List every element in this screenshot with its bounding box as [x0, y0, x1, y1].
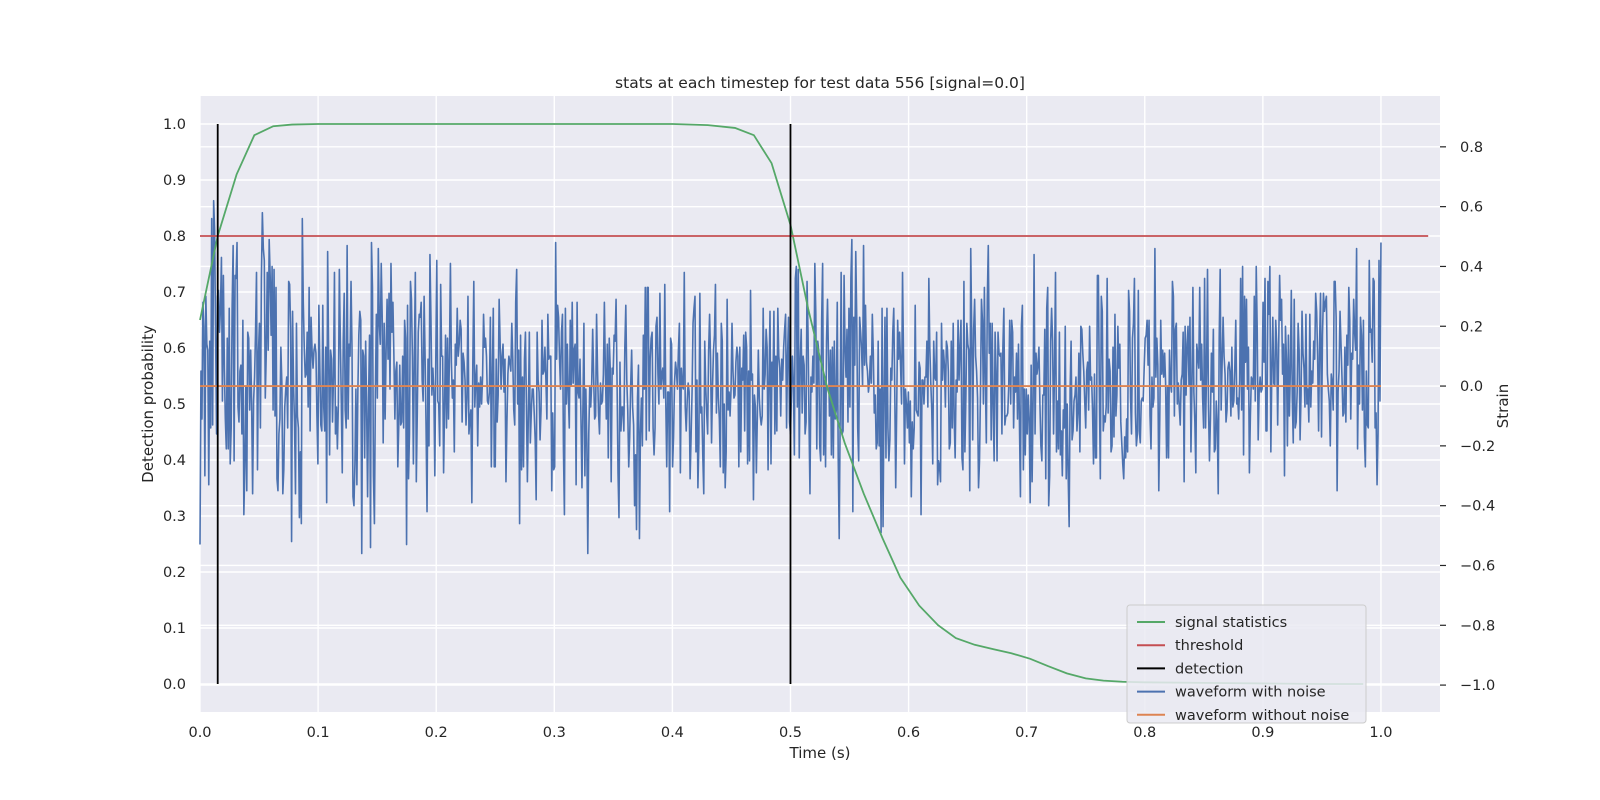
- x-tick-label: 0.0: [188, 725, 211, 741]
- right-y-tick-label: −0.2: [1460, 439, 1495, 455]
- right-y-tick-label: 0.4: [1460, 259, 1483, 275]
- left-y-tick-label: 0.2: [163, 565, 186, 581]
- right-y-tick-label: −0.4: [1460, 499, 1495, 515]
- legend-label: threshold: [1175, 638, 1243, 654]
- chart-title: stats at each timestep for test data 556…: [615, 74, 1025, 92]
- right-y-tick-label: −0.8: [1460, 618, 1495, 634]
- x-tick-label: 0.9: [1251, 725, 1274, 741]
- right-y-tick-label: 0.6: [1460, 200, 1483, 216]
- right-y-tick-label: 0.8: [1460, 140, 1483, 156]
- left-y-tick-label: 0.4: [163, 453, 186, 469]
- x-tick-label: 0.6: [897, 725, 920, 741]
- series-layer: [199, 123, 1429, 685]
- left-y-tick-label: 0.3: [163, 509, 186, 525]
- left-y-tick-label: 0.7: [163, 285, 186, 301]
- x-tick-labels: 0.0 0.1 0.2 0.3 0.4 0.5 0.6 0.7 0.8 0.9 1.0: [188, 725, 1392, 741]
- right-y-tick-label: 0.0: [1460, 379, 1483, 395]
- x-tick-label: 0.1: [307, 725, 330, 741]
- x-tick-label: 0.4: [661, 725, 684, 741]
- x-tick-label: 1.0: [1369, 725, 1392, 741]
- legend-box: [1126, 604, 1367, 724]
- x-tick-label: 0.3: [543, 725, 566, 741]
- left-y-tick-label: 0.8: [163, 229, 186, 245]
- left-y-tick-label: 0.5: [163, 397, 186, 413]
- y-axis-label-left: Detection probability: [139, 325, 157, 483]
- legend-label: signal statistics: [1175, 615, 1287, 631]
- legend-label: waveform with noise: [1175, 685, 1326, 701]
- x-tick-label: 0.5: [779, 725, 802, 741]
- right-y-tick-label: −0.6: [1460, 558, 1495, 574]
- left-y-tick-label: 0.0: [163, 677, 186, 693]
- y-axis-label-right: Strain: [1494, 384, 1512, 428]
- x-tick-label: 0.7: [1015, 725, 1038, 741]
- legend-label: detection: [1175, 661, 1243, 677]
- left-y-tick-label: 1.0: [163, 117, 186, 133]
- left-y-tick-label: 0.9: [163, 173, 186, 189]
- right-y-tick-labels: −1.0 −0.8 −0.6 −0.4 −0.2 0.0 0.2 0.4 0.6 0.8: [1440, 140, 1495, 694]
- right-y-tick-label: −1.0: [1460, 678, 1495, 694]
- series-signal-statistics: [199, 123, 1364, 685]
- left-y-tick-label: 0.6: [163, 341, 186, 357]
- legend: signal statistics threshold detection wavef…: [1126, 604, 1367, 724]
- x-axis-label: Time (s): [789, 744, 851, 762]
- x-tick-label: 0.2: [425, 725, 448, 741]
- legend-label: waveform without noise: [1175, 708, 1349, 724]
- left-y-tick-label: 0.1: [163, 621, 186, 637]
- left-y-tick-labels: 0.0 0.1 0.2 0.3 0.4 0.5 0.6 0.7 0.8 0.9 1.0: [163, 117, 186, 693]
- x-tick-label: 0.8: [1133, 725, 1156, 741]
- right-y-tick-label: 0.2: [1460, 319, 1483, 335]
